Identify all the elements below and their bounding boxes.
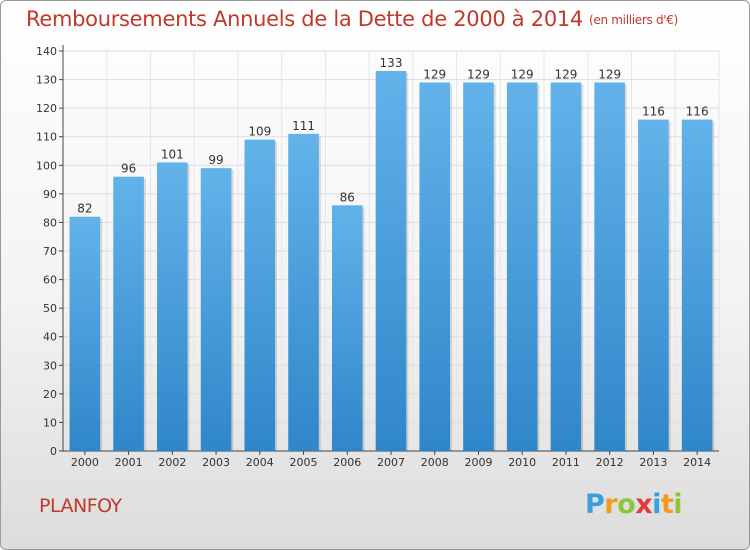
- x-tick-label: 2000: [71, 456, 99, 469]
- x-tick-label: 2006: [333, 456, 361, 469]
- x-tick-label: 2007: [377, 456, 405, 469]
- bar: [375, 71, 407, 451]
- x-tick-label: 2010: [508, 456, 536, 469]
- bar: [594, 82, 625, 451]
- y-tick-label: 50: [43, 302, 57, 315]
- x-tick-label: 2009: [464, 456, 492, 469]
- y-tick-label: 90: [43, 188, 57, 201]
- x-tick-label: 2008: [421, 456, 449, 469]
- bar: [113, 176, 144, 451]
- logo-letter: i: [652, 489, 661, 520]
- y-tick-label: 0: [50, 445, 57, 458]
- x-tick-label: 2014: [683, 456, 711, 469]
- value-label: 116: [686, 105, 709, 119]
- value-label: 129: [554, 67, 577, 81]
- x-tick-label: 2003: [202, 456, 230, 469]
- x-tick-label: 2002: [158, 456, 186, 469]
- x-tick-label: 2012: [596, 456, 624, 469]
- value-label: 96: [121, 162, 136, 176]
- y-tick-label: 110: [36, 131, 57, 144]
- bar: [200, 168, 232, 451]
- value-label: 86: [340, 190, 355, 204]
- y-tick-label: 80: [43, 216, 57, 229]
- y-tick-label: 40: [43, 331, 57, 344]
- commune-name: PLANFOY: [39, 495, 122, 517]
- y-tick-label: 60: [43, 274, 57, 287]
- value-label: 129: [598, 67, 621, 81]
- y-tick-label: 20: [43, 388, 57, 401]
- y-tick-label: 130: [36, 74, 57, 87]
- bar: [463, 82, 494, 451]
- bar: [157, 162, 188, 451]
- value-label: 99: [208, 153, 223, 167]
- y-tick-label: 10: [43, 416, 57, 429]
- value-label: 129: [511, 67, 534, 81]
- bar: [288, 133, 319, 451]
- bar: [69, 216, 101, 451]
- bar: [244, 139, 276, 452]
- y-tick-label: 100: [36, 159, 57, 172]
- bar: [419, 82, 451, 451]
- x-tick-label: 2005: [290, 456, 318, 469]
- bar: [506, 82, 538, 451]
- chart-title: Remboursements Annuels de la Dette de 20…: [26, 7, 678, 31]
- x-tick-label: 2004: [246, 456, 274, 469]
- chart-title-text: Remboursements Annuels de la Dette de 20…: [26, 7, 583, 31]
- y-tick-label: 30: [43, 359, 57, 372]
- logo-letter: t: [660, 489, 674, 520]
- bar: [638, 119, 669, 452]
- value-label: 129: [467, 67, 490, 81]
- x-tick-label: 2013: [639, 456, 667, 469]
- value-label: 116: [642, 105, 665, 119]
- value-label: 111: [292, 119, 315, 133]
- x-tick-label: 2001: [115, 456, 143, 469]
- value-labels: 82 96 101 99 109 111 86 133 129 129 129 129 129 116 11…: [77, 56, 708, 216]
- x-tick-label: 2011: [552, 456, 580, 469]
- value-label: 133: [380, 56, 403, 70]
- y-tick-label: 140: [36, 45, 57, 58]
- chart-unit: (en milliers d'€): [589, 13, 679, 27]
- logo-letter: r: [604, 489, 618, 520]
- logo-letter: x: [635, 489, 653, 520]
- bars: [69, 71, 715, 452]
- logo-letter: o: [617, 489, 636, 520]
- axes: 0 10 20 30 40 50 60 70 80 90 100 110 120 130 140 2000 20…: [36, 45, 719, 469]
- logo-letter: i: [673, 489, 683, 520]
- y-tick-label: 120: [36, 102, 57, 115]
- value-label: 101: [161, 147, 184, 161]
- value-label: 129: [423, 67, 446, 81]
- logo-letter: P: [585, 489, 605, 520]
- value-label: 82: [77, 202, 92, 216]
- y-tick-label: 70: [43, 245, 57, 258]
- proxiti-logo[interactable]: Proxiti: [585, 489, 683, 520]
- bar: [550, 82, 582, 451]
- bar: [331, 205, 363, 451]
- value-label: 109: [248, 125, 271, 139]
- bar: [681, 119, 713, 452]
